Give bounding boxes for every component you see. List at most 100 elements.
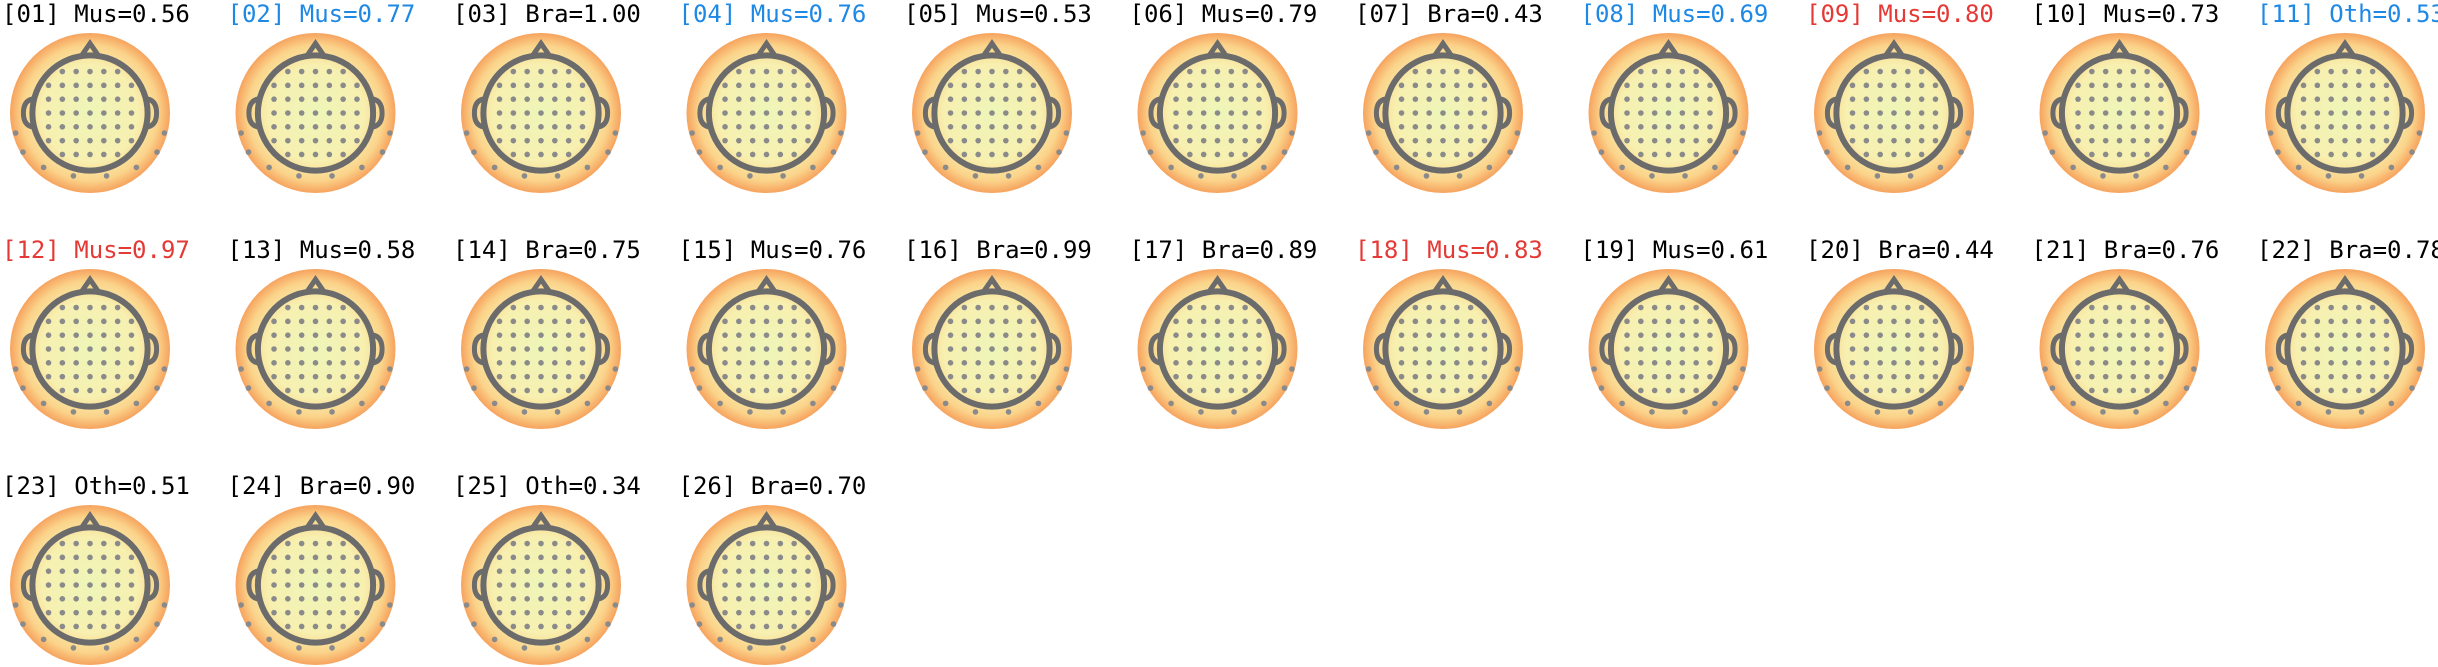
electrode — [1200, 68, 1207, 75]
electrode — [326, 568, 333, 574]
electrode — [1187, 346, 1193, 352]
electrode — [989, 110, 995, 116]
electrode — [565, 346, 572, 352]
electrode — [2075, 82, 2081, 89]
electrode — [961, 332, 968, 338]
electrode — [354, 96, 360, 102]
electrode — [1679, 124, 1686, 130]
electrode — [1877, 137, 1883, 144]
electrode — [87, 82, 93, 89]
electrode — [340, 124, 346, 130]
electrode — [1481, 96, 1488, 102]
electrode — [1200, 387, 1207, 394]
electrode — [552, 387, 558, 394]
electrode — [763, 540, 770, 547]
electrode — [565, 554, 572, 561]
electrode — [326, 623, 333, 630]
electrode — [749, 623, 756, 630]
electrode — [326, 304, 333, 311]
electrode — [2383, 82, 2390, 89]
electrode — [1619, 164, 1625, 171]
electrode — [128, 318, 135, 325]
electrode — [70, 409, 77, 415]
electrode — [736, 623, 742, 630]
electrode — [1426, 96, 1432, 102]
electrode — [1173, 124, 1179, 130]
electrode — [1665, 387, 1672, 394]
electrode — [1412, 304, 1419, 311]
electrode — [1242, 137, 1248, 144]
electrode — [238, 602, 244, 608]
electrode — [565, 568, 572, 574]
electrode — [101, 96, 107, 102]
component: [13] Mus=0.58 — [228, 236, 415, 429]
electrode — [2356, 304, 2362, 311]
electrode — [1412, 151, 1419, 158]
nose — [529, 39, 553, 58]
electrode — [2116, 346, 2123, 352]
electrode — [1665, 68, 1672, 75]
electrode — [59, 623, 66, 630]
electrode — [1016, 110, 1023, 116]
electrode — [103, 173, 110, 179]
electrode — [1261, 400, 1267, 407]
electrode — [1907, 409, 1914, 415]
electrode — [2158, 82, 2164, 89]
electrode — [1467, 373, 1474, 380]
electrode — [271, 346, 277, 352]
electrode — [1242, 332, 1248, 338]
electrode — [266, 400, 272, 407]
electrode — [510, 596, 517, 602]
electrode — [1016, 151, 1023, 158]
electrode — [1030, 96, 1037, 102]
electrode — [1173, 82, 1179, 89]
electrode — [1467, 318, 1474, 325]
electrode — [1932, 82, 1939, 89]
component-label: [23] Oth=0.51 — [2, 472, 190, 500]
electrode — [2144, 68, 2150, 75]
electrode — [2089, 318, 2095, 325]
electrode — [1467, 304, 1474, 311]
electrode — [777, 137, 784, 144]
electrode — [354, 596, 360, 602]
electrode — [947, 318, 954, 325]
nose — [1206, 39, 1229, 58]
electrode — [1905, 151, 1911, 158]
electrode — [552, 124, 558, 130]
nose — [2108, 275, 2131, 294]
electrode — [830, 385, 837, 391]
electrode — [2328, 346, 2334, 352]
electrode — [114, 82, 121, 89]
electrode — [1393, 400, 1400, 407]
electrode — [114, 96, 121, 102]
electrode — [326, 554, 333, 561]
electrode — [2049, 149, 2056, 155]
electrode — [1214, 124, 1221, 130]
electrode — [59, 387, 66, 394]
electrode — [463, 366, 470, 372]
electrode — [565, 623, 572, 630]
electrode — [524, 332, 530, 338]
electrode — [584, 636, 591, 643]
electrode — [763, 568, 770, 574]
electrode — [947, 124, 954, 130]
electrode — [1891, 373, 1897, 380]
electrode — [521, 409, 528, 415]
left-ear — [20, 332, 34, 366]
electrode — [736, 346, 742, 352]
electrode — [354, 318, 360, 325]
electrode — [133, 636, 140, 643]
electrode — [2130, 110, 2137, 116]
head-outline — [1156, 288, 1279, 410]
electrode — [2130, 332, 2137, 338]
electrode — [1918, 360, 1925, 366]
electrode — [285, 124, 291, 130]
electrode — [1467, 96, 1474, 102]
electrode — [1016, 124, 1023, 130]
electrode — [538, 360, 544, 366]
electrode — [1481, 110, 1488, 116]
electrode — [2133, 173, 2139, 179]
electrode — [2158, 332, 2164, 338]
electrode — [722, 124, 728, 130]
electrode — [2089, 96, 2095, 102]
